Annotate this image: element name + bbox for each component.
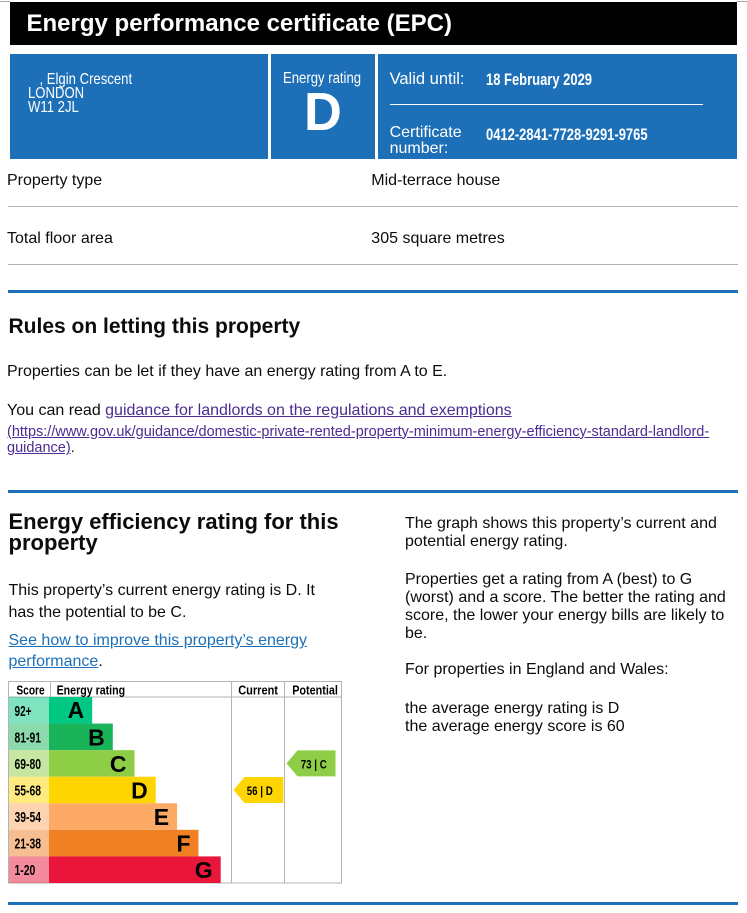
svg-text:21-38: 21-38 <box>15 836 42 853</box>
svg-text:Score: Score <box>16 683 44 697</box>
svg-text:D: D <box>131 777 148 803</box>
svg-text:69-80: 69-80 <box>15 756 42 773</box>
svg-text:55-68: 55-68 <box>15 783 42 800</box>
svg-text:G: G <box>195 857 213 883</box>
svg-text:Energy rating: Energy rating <box>57 683 126 697</box>
svg-text:B: B <box>88 724 105 750</box>
svg-text:92+: 92+ <box>15 703 32 720</box>
svg-text:E: E <box>154 804 169 830</box>
svg-text:1-20: 1-20 <box>15 862 36 879</box>
svg-text:A: A <box>68 697 85 723</box>
svg-text:C: C <box>110 751 127 777</box>
svg-text:Potential: Potential <box>292 683 338 697</box>
svg-text:56 | D: 56 | D <box>247 786 273 798</box>
svg-text:73 | C: 73 | C <box>301 759 327 771</box>
svg-text:81-91: 81-91 <box>15 729 42 746</box>
svg-text:F: F <box>176 831 190 857</box>
svg-text:39-54: 39-54 <box>15 809 42 826</box>
svg-text:Current: Current <box>238 683 279 697</box>
